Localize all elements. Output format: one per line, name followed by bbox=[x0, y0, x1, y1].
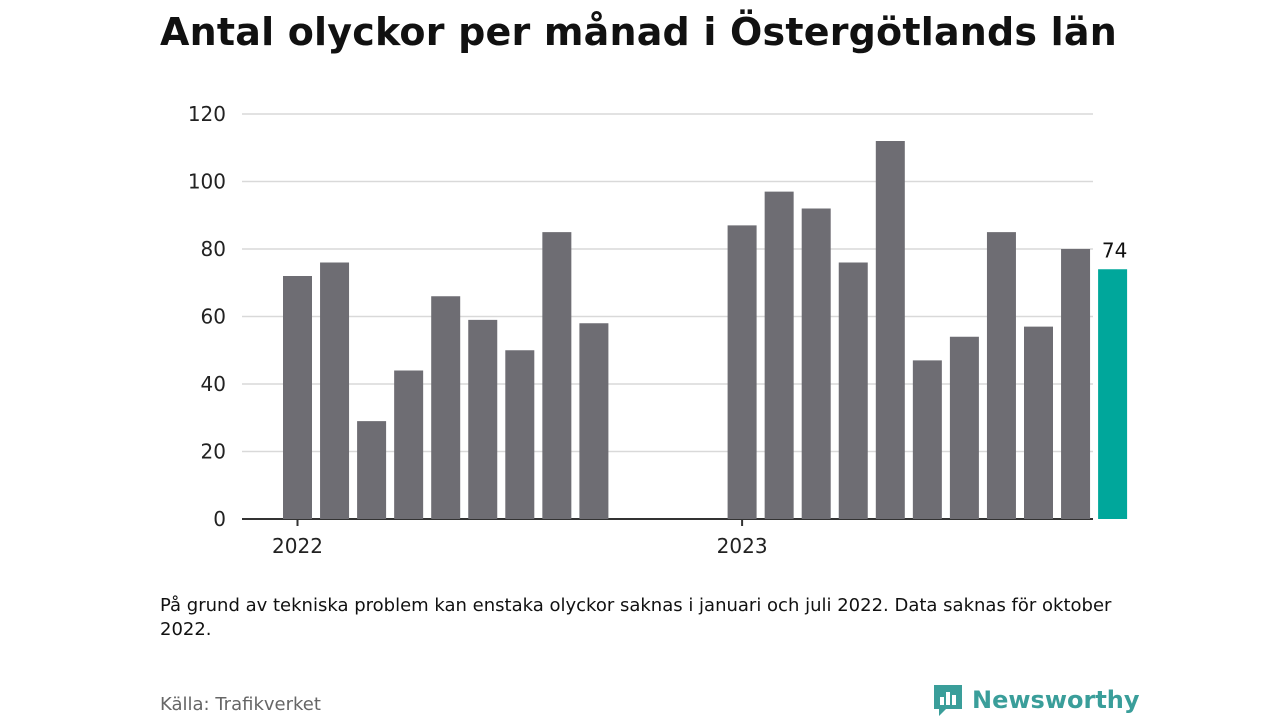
bar bbox=[505, 350, 535, 519]
bar bbox=[727, 225, 757, 519]
x-tick-label: 2023 bbox=[717, 534, 768, 558]
bar bbox=[357, 421, 387, 519]
x-tick-label: 2022 bbox=[272, 534, 323, 558]
bar bbox=[912, 360, 942, 519]
y-tick-label: 0 bbox=[213, 507, 226, 531]
bar bbox=[949, 336, 979, 519]
bar bbox=[431, 296, 461, 519]
bar bbox=[838, 262, 868, 519]
y-tick-label: 120 bbox=[188, 102, 226, 126]
brand-name: Newsworthy bbox=[972, 686, 1140, 714]
bar bbox=[986, 232, 1016, 519]
source-text: Källa: Trafikverket bbox=[160, 694, 321, 715]
labels: 0 20 40 60 80 100 120 74 2022 2023 bbox=[188, 102, 1128, 558]
y-tick-label: 20 bbox=[201, 440, 226, 464]
bar bbox=[1061, 249, 1091, 519]
bar bbox=[283, 276, 312, 519]
bar bbox=[764, 191, 794, 519]
bar bbox=[875, 141, 905, 519]
bar bbox=[468, 319, 498, 519]
y-tick-label: 80 bbox=[201, 237, 226, 261]
chart-title: Antal olyckor per månad i Östergötlands … bbox=[160, 10, 1118, 54]
y-tick-label: 100 bbox=[188, 170, 226, 194]
y-tick-label: 40 bbox=[201, 372, 226, 396]
bar bbox=[579, 323, 609, 519]
bar bbox=[801, 208, 831, 519]
bar bbox=[320, 262, 350, 519]
bars bbox=[283, 141, 1128, 519]
y-tick-label: 60 bbox=[201, 305, 226, 329]
bar bbox=[542, 232, 572, 519]
bar bbox=[1024, 326, 1053, 519]
bar-highlight bbox=[1098, 269, 1128, 519]
newsworthy-logo-icon bbox=[934, 685, 962, 716]
data-label: 74 bbox=[1102, 238, 1127, 262]
bar bbox=[394, 370, 424, 519]
brand-logo: Newsworthy bbox=[932, 683, 1140, 717]
bar-chart: 0 20 40 60 80 100 120 74 2022 2023 bbox=[188, 102, 1128, 558]
footnote: På grund av tekniska problem kan enstaka… bbox=[160, 595, 1112, 640]
